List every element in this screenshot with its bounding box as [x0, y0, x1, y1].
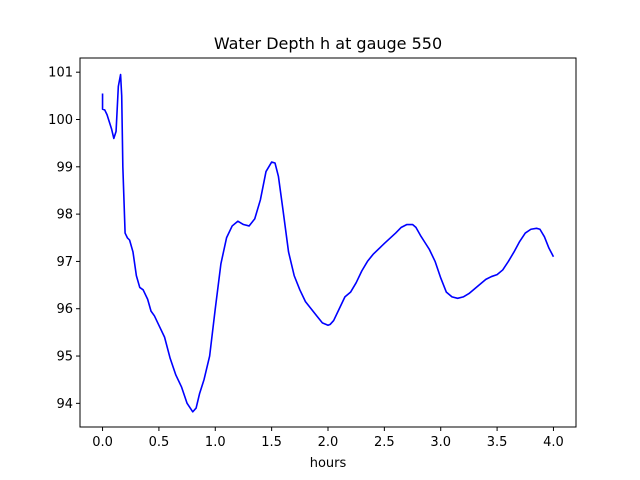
x-tick-label: 0.5 — [149, 435, 170, 450]
y-tick-label: 97 — [56, 255, 73, 270]
y-axis: 94 95 96 97 98 99 100 101 — [48, 66, 80, 412]
x-tick-label: 0.0 — [92, 435, 113, 450]
x-tick-label: 3.0 — [430, 435, 451, 450]
x-tick-label: 1.0 — [205, 435, 226, 450]
x-tick-label: 4.0 — [543, 435, 564, 450]
x-tick-label: 2.0 — [318, 435, 339, 450]
x-axis: 0.0 0.5 1.0 1.5 2.0 2.5 3.0 3.5 4.0 — [92, 427, 564, 450]
y-tick-label: 96 — [56, 302, 73, 317]
plot-area — [101, 73, 555, 413]
y-tick-label: 95 — [56, 350, 73, 365]
y-tick-label: 99 — [56, 160, 73, 175]
x-axis-label: hours — [310, 456, 347, 471]
x-tick-label: 2.5 — [374, 435, 395, 450]
x-tick-label: 3.5 — [487, 435, 508, 450]
y-tick-label: 100 — [48, 113, 73, 128]
chart-title: Water Depth h at gauge 550 — [214, 34, 442, 53]
x-tick-label: 1.5 — [261, 435, 282, 450]
y-tick-label: 98 — [56, 208, 73, 223]
series-line-0 — [101, 73, 555, 413]
y-tick-label: 94 — [56, 397, 73, 412]
y-tick-label: 101 — [48, 66, 73, 81]
